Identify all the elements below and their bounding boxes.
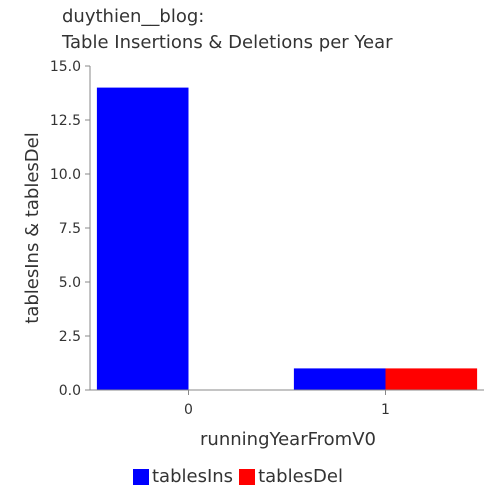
y-tick-label-12.5: 12.5: [50, 113, 81, 129]
legend-swatch-tablesins: [133, 468, 149, 485]
legend-label-tablesins: tablesIns: [152, 466, 234, 487]
legend-swatch-tablesdel: [239, 468, 256, 485]
legend-label-tablesdel: tablesDel: [258, 466, 343, 487]
y-tick-label-15.0: 15.0: [50, 59, 81, 75]
y-tick-label-10.0: 10.0: [50, 167, 81, 183]
x-axis-label: runningYearFromV0: [200, 429, 376, 450]
bar-tablesdel-1: [385, 368, 478, 390]
chart-title-line-1: duythien__blog:: [62, 6, 205, 27]
chart-title-line-2: Table Insertions & Deletions per Year: [62, 32, 393, 53]
bar-chart: 0 10.02.55.07.510.012.515.0 runningYearFr…: [22, 59, 484, 450]
y-tick-label-5.0: 5.0: [59, 275, 81, 291]
bar-tablesins-1: [293, 368, 386, 390]
x-tick-label-1: 1: [381, 402, 390, 418]
y-tick-label-2.5: 2.5: [59, 329, 81, 345]
y-tick-label-7.5: 7.5: [59, 221, 81, 237]
x-tick-label-0: 0: [184, 402, 193, 418]
legend: tablesIns tablesDel: [133, 466, 349, 487]
legend-item-tablesdel: tablesDel: [239, 466, 343, 487]
bar-tablesins-0: [96, 87, 189, 390]
legend-item-tablesins: tablesIns: [133, 466, 233, 487]
y-tick-label-0.0: 0.0: [59, 383, 81, 399]
y-axis-label: tablesIns & tablesDel: [22, 132, 43, 323]
